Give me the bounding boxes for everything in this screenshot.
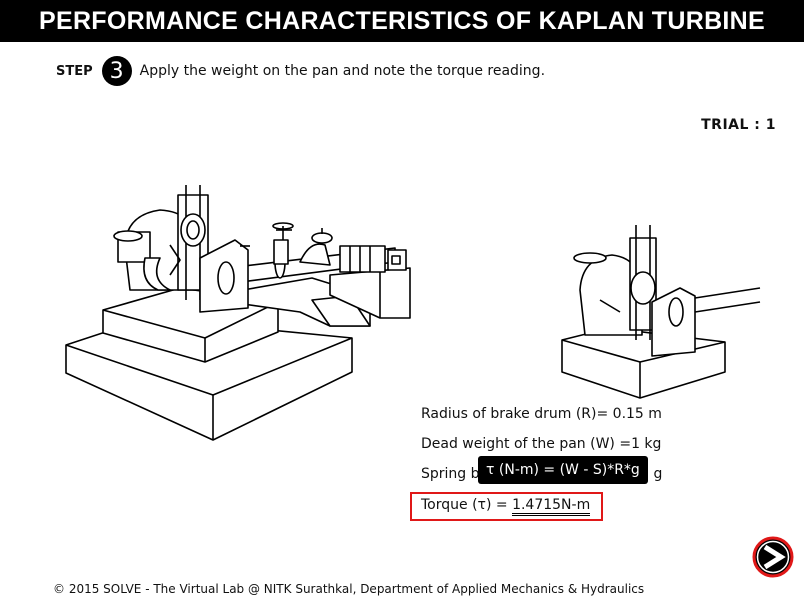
torque-highlight-box <box>410 492 603 521</box>
page-title: PERFORMANCE CHARACTERISTICS OF KAPLAN TU… <box>0 0 804 42</box>
step-label: STEP <box>56 63 93 79</box>
step-instruction-text: Apply the weight on the pan and note the… <box>139 63 546 79</box>
torque-reading: Torque (τ) = 1.4715N-m <box>421 497 591 516</box>
dead-weight-reading: Dead weight of the pan (W) =1 kg <box>421 436 662 452</box>
torque-value[interactable]: 1.4715N-m <box>512 497 591 516</box>
turbine-base-platform <box>65 267 411 441</box>
spring-reading-suffix: g <box>653 466 663 482</box>
torque-formula-tooltip: τ (N-m) = (W - S)*R*g <box>478 456 648 484</box>
step-number-badge: 3 <box>101 56 132 86</box>
arrow-right-circle-icon <box>752 536 794 578</box>
torque-label: Torque (τ) = <box>421 497 513 513</box>
trial-indicator: TRIAL : 1 <box>701 117 776 133</box>
turbine-detail-view <box>561 225 761 399</box>
turbine-casing <box>113 185 250 313</box>
radius-reading: Radius of brake drum (R)= 0.15 m <box>421 406 662 422</box>
turbine-pipe <box>209 222 407 287</box>
spring-reading-prefix: Spring b <box>421 466 480 482</box>
footer-credits: © 2015 SOLVE - The Virtual Lab @ NITK Su… <box>53 582 645 596</box>
spring-balance-reading: Spring b g <box>421 466 662 482</box>
next-button[interactable] <box>752 536 794 578</box>
step-instruction-row: STEP 3 Apply the weight on the pan and n… <box>56 56 545 86</box>
